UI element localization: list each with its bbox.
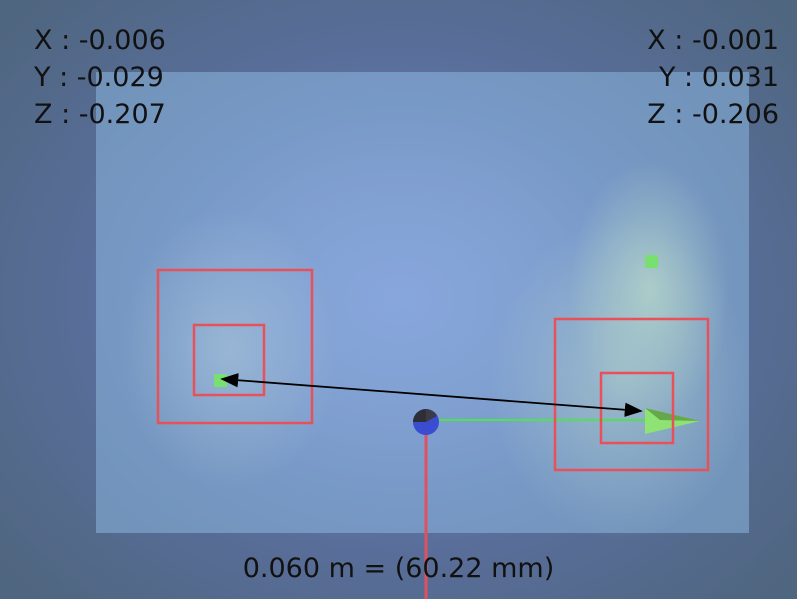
right-y-label: Y — [658, 62, 676, 93]
left-x-row: X : -0.006 — [34, 25, 166, 56]
right-z-row: Z : -0.206 — [647, 99, 779, 130]
right-z-value: -0.206 — [691, 99, 779, 130]
left-point-marker[interactable] — [214, 374, 227, 387]
measurement-line — [220, 373, 643, 417]
distance-meters-unit: m — [328, 553, 355, 584]
right-x-value: -0.001 — [691, 25, 779, 56]
right-x-row: X : -0.001 — [647, 25, 779, 56]
reference-point-marker[interactable] — [645, 255, 658, 268]
left-z-value: -0.207 — [78, 99, 166, 130]
right-outer-selection-box[interactable] — [553, 317, 710, 472]
right-x-label: X — [647, 25, 666, 56]
right-point-coordinates: X : -0.001 Y : 0.031 Z : -0.206 — [647, 22, 779, 133]
left-x-label: X — [34, 25, 53, 56]
left-x-value: -0.006 — [78, 25, 166, 56]
left-y-row: Y : -0.029 — [34, 62, 164, 93]
left-y-label: Y — [34, 62, 51, 93]
left-y-value: -0.029 — [76, 62, 164, 93]
right-y-value: 0.031 — [701, 62, 779, 93]
origin-sphere-shade — [413, 409, 426, 422]
left-outer-selection-box[interactable] — [156, 268, 314, 425]
left-z-row: Z : -0.207 — [34, 99, 166, 130]
depth-plane — [96, 72, 749, 533]
left-inner-selection-box[interactable] — [192, 323, 266, 397]
right-z-label: Z — [647, 99, 666, 130]
distance-millimeters: 60.22 — [405, 553, 483, 584]
distance-readout: 0.060 m = (60.22 mm) — [242, 553, 555, 584]
distance-millimeters-unit: mm — [491, 553, 544, 584]
left-z-label: Z — [34, 99, 53, 130]
left-point-coordinates: X : -0.006 Y : -0.029 Z : -0.207 — [34, 22, 166, 133]
right-y-row: Y : 0.031 — [658, 62, 779, 93]
distance-meters: 0.060 — [242, 553, 320, 584]
